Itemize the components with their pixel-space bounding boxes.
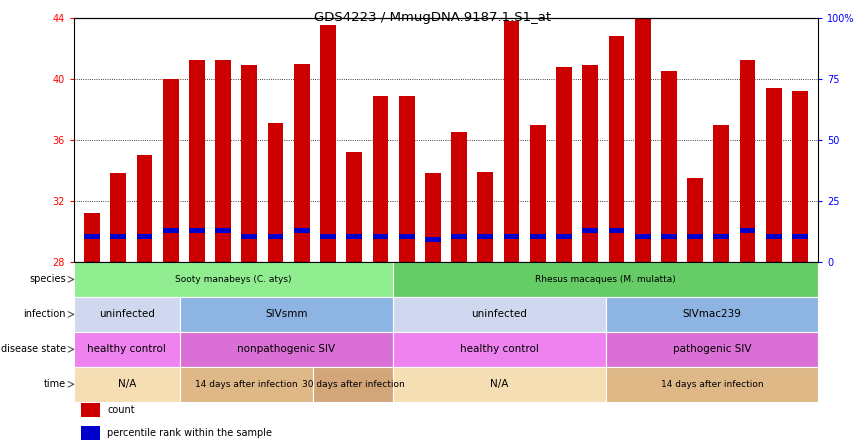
Bar	[605, 297, 818, 332]
Bar	[635, 18, 650, 262]
Bar	[504, 234, 520, 239]
Bar	[320, 234, 336, 239]
Text: healthy control: healthy control	[460, 345, 539, 354]
Bar	[74, 262, 393, 297]
Text: Sooty manabeys (C. atys): Sooty manabeys (C. atys)	[175, 275, 292, 284]
Bar	[740, 60, 755, 262]
Text: disease state: disease state	[1, 345, 66, 354]
Bar	[609, 228, 624, 233]
Bar	[635, 234, 650, 239]
Bar	[688, 178, 703, 262]
Bar	[477, 234, 494, 239]
Bar	[530, 234, 546, 239]
Text: species: species	[29, 274, 66, 285]
Bar	[504, 21, 520, 262]
Bar	[268, 234, 283, 239]
Text: time: time	[43, 379, 66, 389]
Bar	[393, 262, 818, 297]
Bar	[163, 228, 178, 233]
Bar	[582, 228, 598, 233]
Bar	[372, 95, 388, 262]
Bar	[582, 65, 598, 262]
Bar	[605, 367, 818, 402]
Text: percentile rank within the sample: percentile rank within the sample	[107, 428, 272, 438]
Bar	[81, 403, 100, 417]
Text: 30 days after infection: 30 days after infection	[301, 380, 404, 389]
Bar	[451, 234, 467, 239]
Text: uninfected: uninfected	[99, 309, 155, 319]
Bar	[556, 67, 572, 262]
Bar	[530, 125, 546, 262]
Bar	[294, 228, 310, 233]
Bar	[84, 234, 100, 239]
Bar	[189, 228, 204, 233]
Bar	[451, 132, 467, 262]
Bar	[792, 91, 808, 262]
Bar	[294, 63, 310, 262]
Bar	[137, 234, 152, 239]
Bar	[425, 237, 441, 242]
Text: infection: infection	[23, 309, 66, 319]
Bar	[74, 367, 180, 402]
Bar	[84, 213, 100, 262]
Text: SIVsmm: SIVsmm	[265, 309, 307, 319]
Bar	[661, 234, 676, 239]
Text: nonpathogenic SIV: nonpathogenic SIV	[237, 345, 335, 354]
Bar	[346, 152, 362, 262]
Bar	[766, 234, 782, 239]
Bar	[605, 332, 818, 367]
Text: count: count	[107, 405, 135, 415]
Bar	[766, 88, 782, 262]
Text: N/A: N/A	[490, 379, 508, 389]
Bar	[242, 65, 257, 262]
Bar	[180, 297, 393, 332]
Bar	[477, 172, 494, 262]
Bar	[180, 332, 393, 367]
Bar	[242, 234, 257, 239]
Bar	[740, 228, 755, 233]
Bar	[313, 367, 393, 402]
Text: SIVmac239: SIVmac239	[682, 309, 741, 319]
Bar	[74, 297, 180, 332]
Bar	[137, 155, 152, 262]
Bar	[320, 25, 336, 262]
Bar	[792, 234, 808, 239]
Bar	[346, 234, 362, 239]
Bar	[398, 95, 415, 262]
Bar	[216, 60, 231, 262]
Text: uninfected: uninfected	[471, 309, 527, 319]
Bar	[163, 79, 178, 262]
Text: 14 days after infection: 14 days after infection	[195, 380, 298, 389]
Bar	[110, 234, 126, 239]
Bar	[372, 234, 388, 239]
Bar	[268, 123, 283, 262]
Bar	[425, 174, 441, 262]
Bar	[688, 234, 703, 239]
Bar	[180, 367, 313, 402]
Text: N/A: N/A	[118, 379, 136, 389]
Bar	[714, 234, 729, 239]
Text: healthy control: healthy control	[87, 345, 166, 354]
Text: 14 days after infection: 14 days after infection	[661, 380, 763, 389]
Bar	[398, 234, 415, 239]
Bar	[81, 426, 100, 440]
Bar	[609, 36, 624, 262]
Bar	[661, 71, 676, 262]
Bar	[393, 367, 605, 402]
Text: Rhesus macaques (M. mulatta): Rhesus macaques (M. mulatta)	[535, 275, 676, 284]
Bar	[110, 174, 126, 262]
Bar	[556, 234, 572, 239]
Text: pathogenic SIV: pathogenic SIV	[673, 345, 751, 354]
Bar	[189, 60, 204, 262]
Bar	[714, 125, 729, 262]
Bar	[393, 332, 605, 367]
Bar	[74, 332, 180, 367]
Bar	[216, 228, 231, 233]
Text: GDS4223 / MmugDNA.9187.1.S1_at: GDS4223 / MmugDNA.9187.1.S1_at	[314, 11, 552, 24]
Bar	[393, 297, 605, 332]
